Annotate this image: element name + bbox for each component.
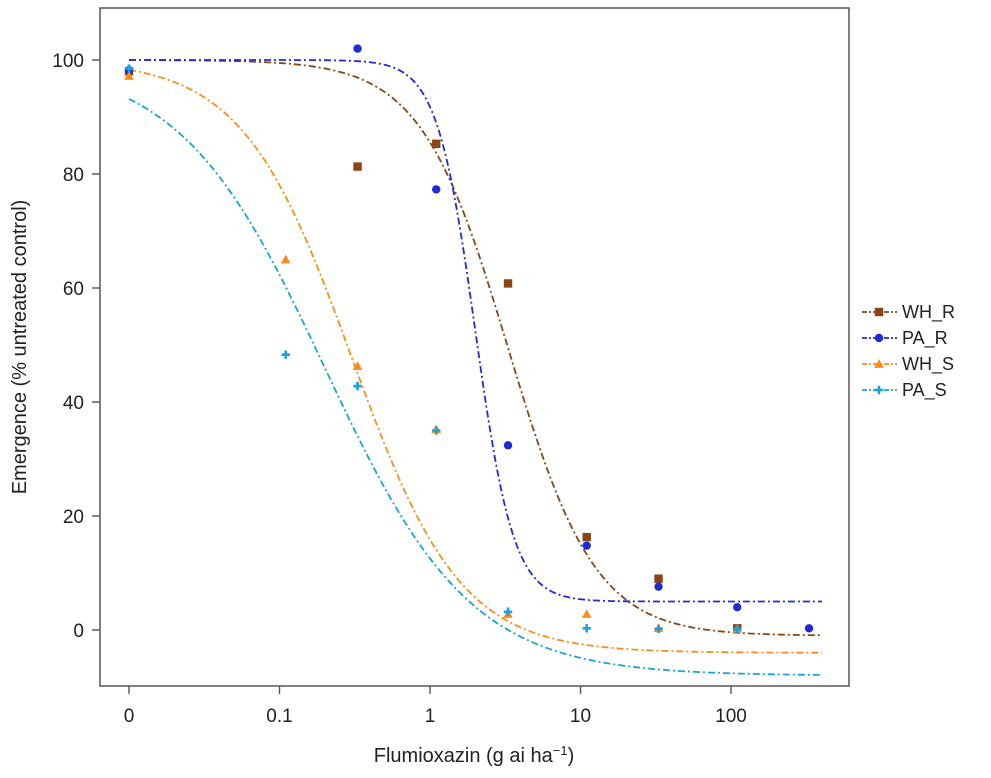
data-point-pa-s (503, 607, 513, 616)
data-point-pa-r (654, 582, 663, 591)
fit-curve-pa-r (129, 59, 822, 603)
legend-label: WH_S (902, 354, 954, 375)
y-tick-label: 80 (63, 165, 84, 186)
x-tick-label: 100 (715, 706, 747, 727)
x-tick-label: 0 (124, 706, 135, 727)
data-point-pa-s (281, 350, 290, 359)
data-point-wh-s (124, 71, 134, 80)
fit-curve-wh-s (128, 68, 822, 654)
data-point-pa-s (124, 64, 134, 73)
fit-curve-wh-r (129, 59, 823, 637)
x-axis: 0 0.1 1 10 100 (124, 686, 747, 727)
data-point-pa-r (733, 603, 742, 612)
data-points (124, 44, 814, 634)
legend-marker (874, 385, 884, 395)
y-axis: 0 20 40 60 80 100 (52, 51, 100, 642)
data-point-pa-r (353, 44, 362, 53)
data-point-pa-s (432, 426, 441, 435)
data-point-pa-r (582, 541, 591, 550)
y-axis-title: Emergence (% untreated control) (9, 200, 31, 495)
data-point-pa-s (353, 381, 362, 391)
legend-label: WH_R (902, 302, 955, 323)
y-tick-label: 40 (63, 393, 84, 414)
fit-curves (128, 59, 823, 676)
x-tick-label: 1 (425, 706, 436, 727)
data-point-pa-r (503, 441, 513, 450)
data-point-wh-r (503, 279, 513, 288)
data-point-pa-r (432, 185, 441, 194)
data-point-wh-s (352, 361, 363, 370)
x-axis-title: Flumioxazin (g ai ha−1) (374, 743, 574, 768)
data-point-wh-r (582, 532, 591, 542)
y-tick-label: 100 (52, 51, 84, 72)
fit-curve-pa-s (128, 98, 822, 676)
x-tick-label: 0.1 (266, 706, 292, 727)
data-point-wh-r (654, 574, 663, 583)
y-tick-label: 0 (73, 621, 84, 642)
data-point-wh-r (432, 139, 441, 148)
y-tick-label: 60 (63, 279, 84, 300)
x-tick-label: 10 (570, 706, 591, 727)
legend-marker (874, 359, 884, 368)
data-point-wh-s (280, 254, 291, 264)
legend-label: PA_S (902, 380, 947, 401)
plot-frame (99, 7, 850, 687)
legend-marker (874, 333, 884, 343)
legend-marker (874, 307, 884, 317)
y-tick-label: 20 (63, 507, 84, 528)
legend-label: PA_R (902, 328, 948, 349)
legend: WH_R PA_R WH_S PA_S (862, 302, 955, 401)
data-point-pa-s (654, 624, 663, 634)
data-point-wh-s (581, 609, 592, 618)
data-point-pa-s (582, 624, 591, 633)
data-point-pa-s (733, 625, 742, 634)
data-point-wh-r (353, 162, 362, 171)
data-point-pa-r (804, 624, 814, 633)
